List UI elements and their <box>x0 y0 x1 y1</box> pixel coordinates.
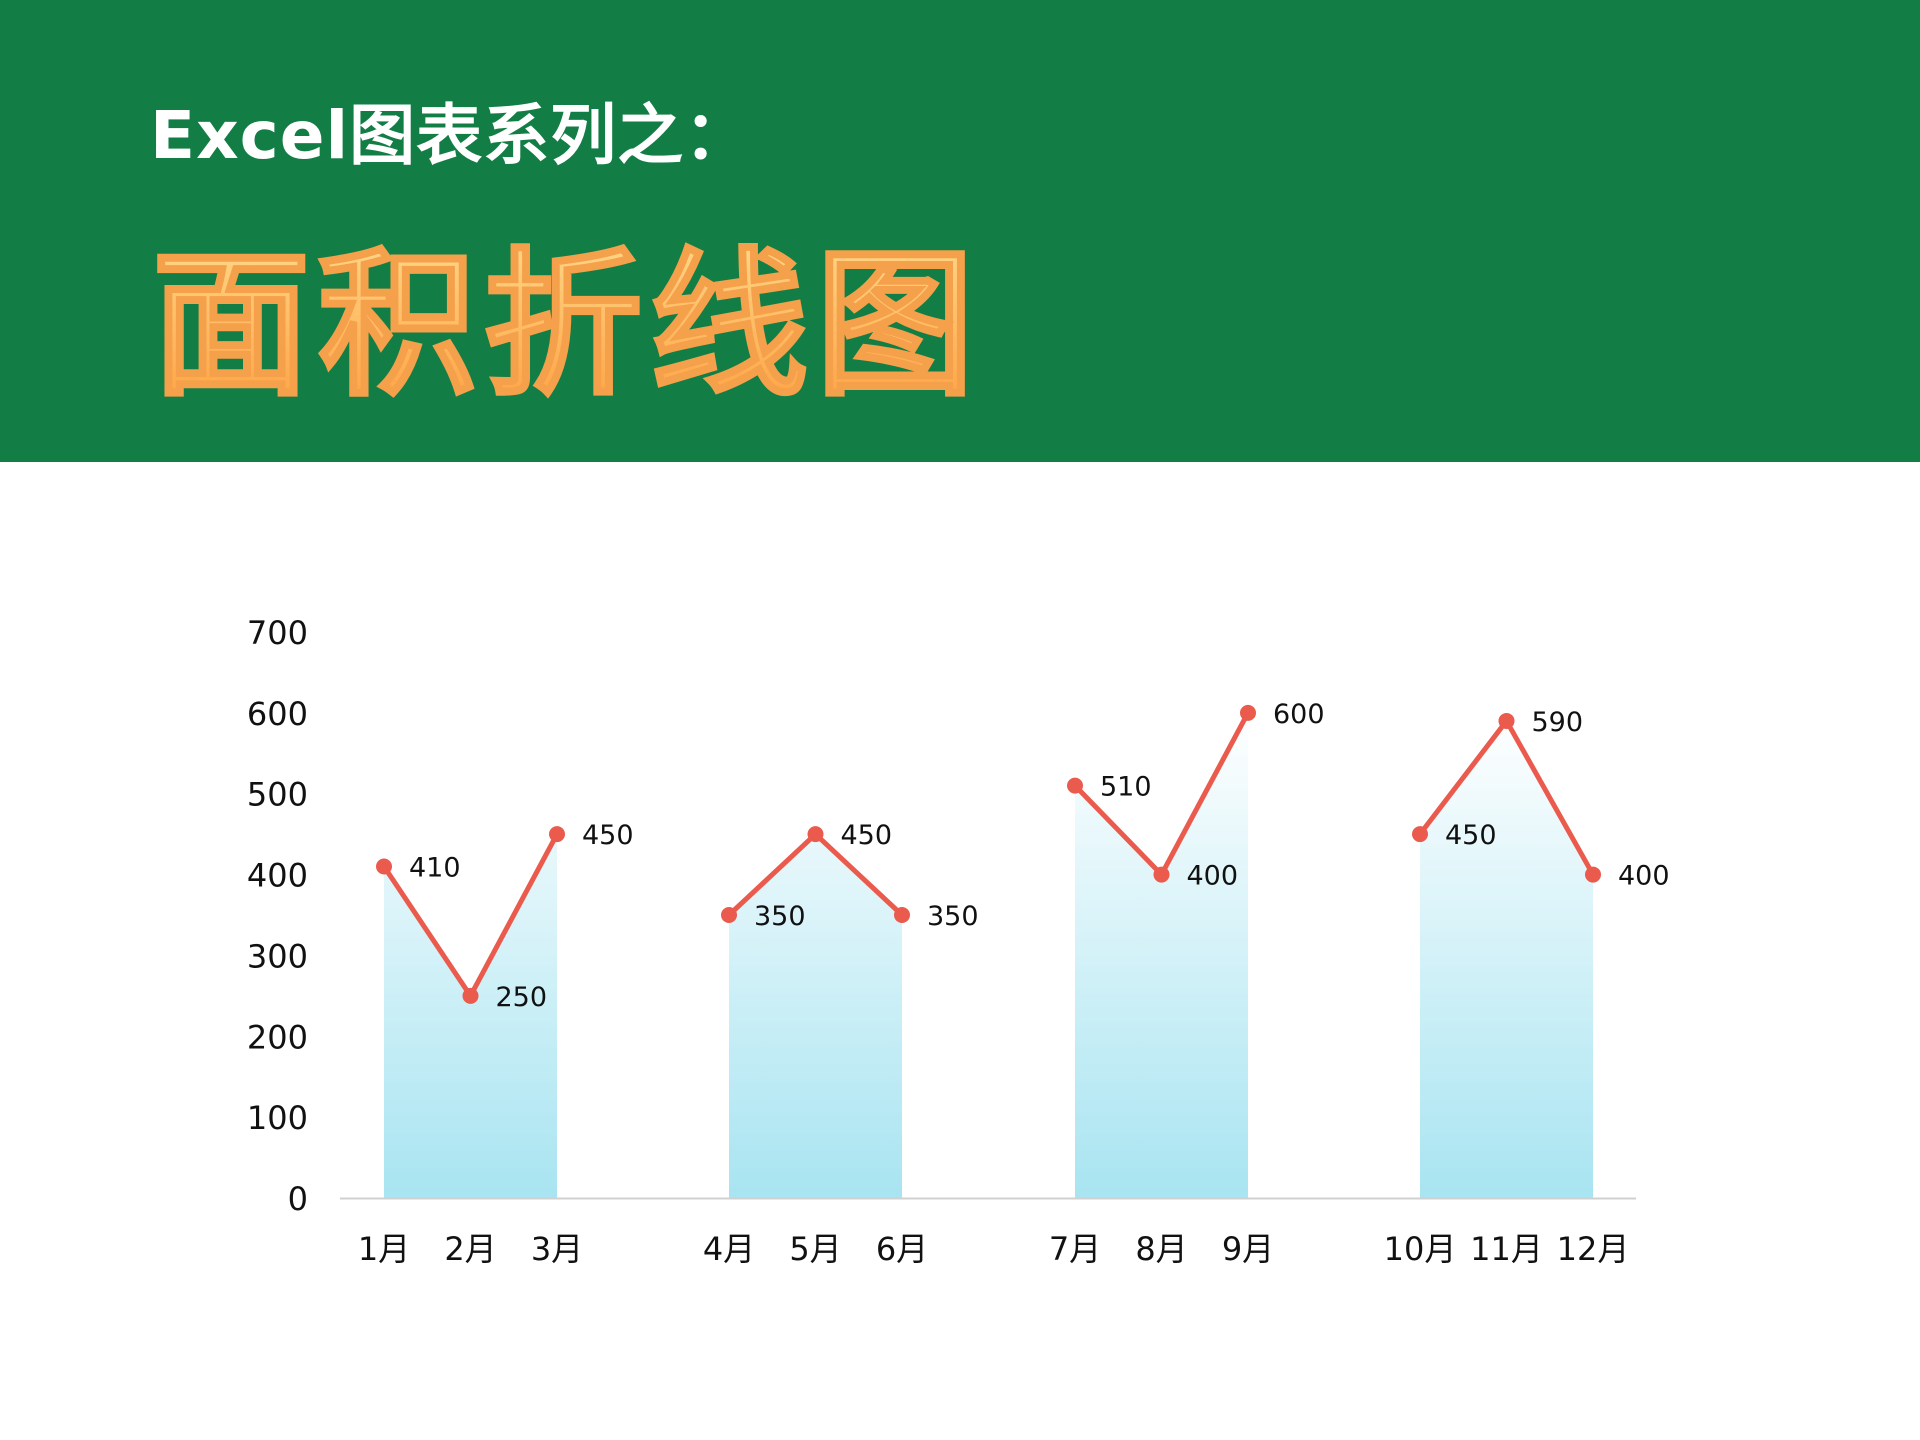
y-tick-label: 0 <box>288 1180 308 1218</box>
data-label: 590 <box>1532 707 1584 738</box>
area-line-chart: 0 100 200 300 400 500 600 700 1月 2月 3月 4月 5月 6月 7月 8月 9… <box>247 614 1670 1268</box>
data-label: 510 <box>1100 772 1152 803</box>
x-tick-label: 11月 <box>1470 1230 1543 1268</box>
data-label: 400 <box>1187 861 1239 892</box>
y-axis-ticks: 0 100 200 300 400 500 600 700 <box>247 614 308 1218</box>
data-label: 350 <box>927 901 979 932</box>
area-group-4 <box>1420 720 1593 1198</box>
page-title: 面积折线图 <box>152 234 982 418</box>
header-kicker: Excel图表系列之： <box>150 97 752 174</box>
data-point <box>1240 704 1256 721</box>
data-label: 250 <box>496 982 548 1013</box>
y-tick-label: 300 <box>247 937 308 975</box>
x-axis-ticks: 1月 2月 3月 4月 5月 6月 7月 8月 9月 10月 11月 12月 <box>358 1230 1630 1268</box>
data-label: 410 <box>409 852 461 883</box>
x-tick-label: 2月 <box>444 1230 496 1268</box>
y-tick-label: 200 <box>247 1018 308 1056</box>
data-point <box>549 826 565 843</box>
data-point <box>1067 777 1083 794</box>
header-banner: Excel图表系列之： 面积折线图 <box>0 0 1920 462</box>
data-point <box>1153 866 1170 883</box>
data-label: 600 <box>1273 699 1325 730</box>
x-tick-label: 1月 <box>358 1230 410 1268</box>
y-tick-label: 600 <box>247 695 308 733</box>
series-lines <box>381 710 1596 999</box>
x-tick-label: 4月 <box>703 1230 755 1268</box>
data-labels: 410 250 450 350 450 350 510 400 600 450 590 400 <box>409 699 1670 1013</box>
x-tick-label: 5月 <box>789 1230 841 1268</box>
area-fills <box>384 712 1593 1198</box>
x-tick-label: 8月 <box>1135 1230 1187 1268</box>
x-tick-label: 10月 <box>1384 1230 1457 1268</box>
area-group-3 <box>1075 712 1248 1198</box>
area-group-2 <box>729 834 902 1198</box>
data-label: 450 <box>582 820 634 851</box>
data-point <box>462 987 479 1004</box>
x-tick-label: 9月 <box>1222 1230 1274 1268</box>
x-tick-label: 6月 <box>876 1230 928 1268</box>
data-label: 400 <box>1618 861 1670 892</box>
data-point <box>807 826 824 843</box>
data-label: 450 <box>1445 820 1497 851</box>
x-tick-label: 3月 <box>531 1230 583 1268</box>
header-title-graphic: 面积折线图 <box>151 233 982 420</box>
y-tick-label: 700 <box>247 614 308 652</box>
data-point <box>1498 712 1515 729</box>
y-tick-label: 100 <box>247 1099 308 1137</box>
data-points <box>376 704 1601 1004</box>
data-point <box>1412 826 1428 843</box>
data-point <box>376 858 392 875</box>
data-label: 350 <box>754 901 806 932</box>
data-label: 450 <box>841 820 893 851</box>
area-group-1 <box>384 834 557 1198</box>
x-tick-label: 12月 <box>1557 1230 1630 1268</box>
data-point <box>721 907 737 923</box>
data-point <box>1585 866 1601 883</box>
data-point <box>894 907 910 923</box>
y-tick-label: 400 <box>247 857 308 895</box>
y-tick-label: 500 <box>247 776 308 814</box>
x-tick-label: 7月 <box>1049 1230 1101 1268</box>
